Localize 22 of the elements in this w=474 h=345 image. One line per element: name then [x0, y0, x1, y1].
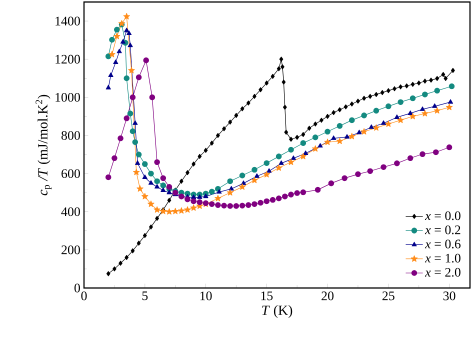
y-tick-label: 200 — [62, 245, 80, 254]
x-tick-label: 25 — [382, 292, 394, 300]
x-tick-label: 20 — [322, 292, 334, 300]
y-tick-label: 1000 — [56, 92, 80, 102]
legend-label: x = 0.0 — [424, 211, 460, 220]
legend-label: x = 0.2 — [424, 225, 460, 234]
y-tick-label: 600 — [62, 169, 80, 178]
x-axis-title: T (K) — [262, 305, 292, 318]
y-tick-label: 1400 — [56, 16, 80, 26]
legend-label: x = 2.0 — [424, 268, 460, 277]
legend-label: x = 1.0 — [424, 254, 460, 263]
y-tick-label: 0 — [74, 284, 80, 292]
x-tick-label: 15 — [261, 292, 273, 300]
legend-label: x = 0.6 — [424, 240, 461, 248]
y-tick-label: 400 — [61, 207, 80, 216]
y-axis-title: c$_{p}$ /T (mJ/mol.K$^{2}$) — [36, 94, 52, 196]
y-tick-label: 1200 — [56, 54, 80, 64]
y-tick-label: 800 — [61, 131, 80, 140]
x-tick-label: 0 — [81, 292, 87, 300]
x-tick-label: 10 — [200, 292, 212, 300]
x-tick-label: 5 — [142, 292, 148, 300]
x-tick-label: 30 — [443, 292, 456, 300]
